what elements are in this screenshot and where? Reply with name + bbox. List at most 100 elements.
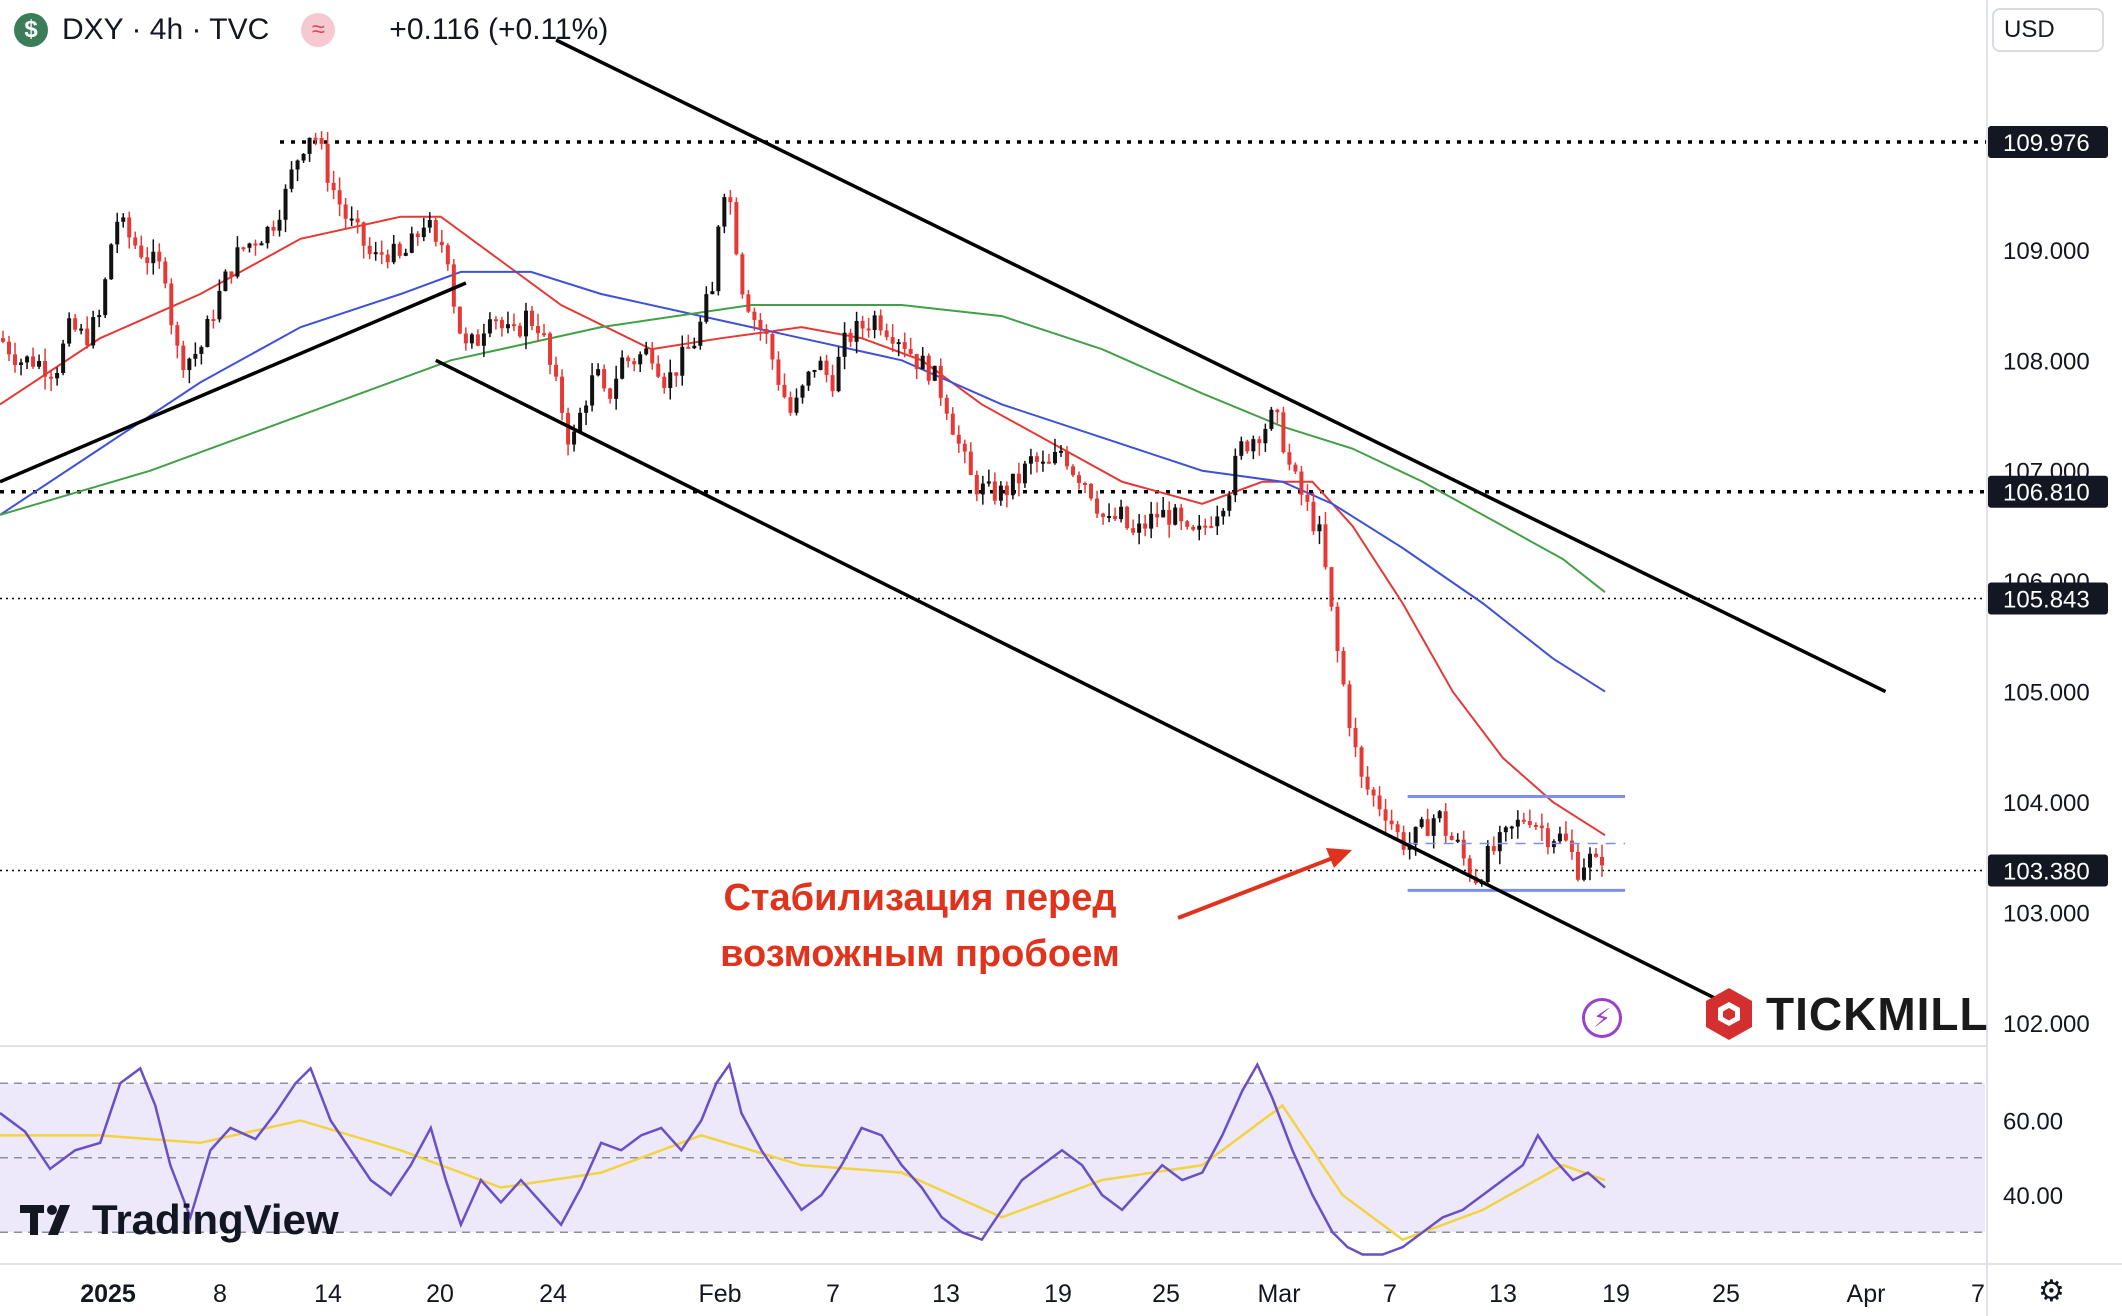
annotation-arrowhead [1326,848,1352,868]
candle-body [1503,827,1508,833]
candle-body [824,360,829,376]
time-tick-label: 2025 [80,1280,136,1308]
candle-body [1437,811,1442,819]
candle-body [728,197,733,203]
candle-body [163,261,168,284]
candle-body [403,252,408,256]
candle-body [229,271,234,277]
candle-body [1539,825,1544,829]
candle-body [451,264,456,307]
wave-indicator-icon[interactable]: ≈ [301,13,336,47]
candle-body [355,218,360,223]
time-tick-label: 13 [932,1280,960,1308]
candle-body [908,348,913,354]
settings-gear-icon[interactable]: ⚙ [2038,1275,2065,1308]
candle-body [830,375,835,392]
candle-body [1083,483,1088,486]
candle-body [301,153,306,161]
candlesticks [1,131,1604,887]
candle-body [968,451,973,475]
candle-body [1215,516,1220,527]
price-tick-label: 104.000 [2003,790,2090,817]
lightning-icon[interactable]: ⚡ [1582,998,1622,1038]
candle-body [1341,650,1346,685]
candle-body [740,254,745,295]
dollar-icon[interactable]: $ [14,13,48,47]
candle-body [1287,452,1292,465]
candle-body [1509,826,1514,829]
candle-body [211,318,216,321]
candle-body [235,247,240,277]
rsi-tick-label: 40.00 [2003,1183,2063,1210]
chart-title[interactable]: DXY · 4h · TVC [62,13,270,46]
candle-body [331,182,336,191]
candle-body [1335,606,1340,651]
candle-body [1389,820,1394,825]
candle-body [1449,835,1454,840]
candle-body [1209,525,1214,528]
candle-body [97,315,102,318]
candle-body [602,369,607,389]
time-tick-label: Mar [1257,1280,1300,1308]
candle-body [1491,846,1496,852]
candle-body [73,318,78,330]
candle-body [944,397,949,414]
chart-header: $ DXY · 4h · TVC ≈ +0.116 (+0.11%) [14,8,608,52]
candle-body [1425,819,1430,836]
tradingview-logo-icon [20,1205,70,1235]
candle-body [283,188,288,220]
candle-body [1257,439,1262,444]
price-label-text: 106.810 [2003,480,2090,507]
candle-body [992,481,997,501]
candle-body [529,310,534,326]
price-tick-label: 102.000 [2003,1011,2090,1038]
candle-body [373,252,378,255]
candle-body [259,243,264,246]
candle-body [632,361,637,365]
candle-body [91,317,96,346]
candle-body [427,220,432,228]
candle-body [1401,832,1406,850]
candle-body [79,328,84,331]
candle-body [1179,507,1184,522]
candle-body [566,412,571,445]
candle-body [1131,528,1136,533]
candle-body [1239,441,1244,456]
candle-body [806,371,811,386]
candle-body [199,347,204,354]
candle-body [638,354,643,365]
candle-body [1269,409,1274,429]
candle-body [1569,840,1574,852]
candle-body [1233,455,1238,496]
candle-body [1281,412,1286,453]
candle-body [31,356,36,367]
candle-body [770,334,775,360]
candle-body [1575,851,1580,880]
candle-body [175,325,180,346]
candle-body [481,333,486,346]
candle-body [145,257,150,264]
candle-body [151,251,156,264]
time-tick-label: 14 [314,1280,342,1308]
currency-selector[interactable]: USD [1992,8,2104,52]
candle-body [1010,473,1015,496]
candle-body [1095,498,1100,514]
rsi-pane [0,1045,1987,1256]
candle-body [1413,826,1418,845]
candle-body [37,361,42,367]
trendline-1 [555,38,1887,694]
candle-body [265,226,270,244]
candle-body [253,243,258,246]
candle-body [1191,526,1196,530]
candle-body [1071,466,1076,476]
candle-body [1395,824,1400,833]
candle-body [1004,485,1009,496]
candle-body [1040,461,1045,464]
candle-body [758,319,763,329]
candle-body [842,332,847,357]
candle-body [409,233,414,253]
candle-body [271,226,276,231]
candle-body [205,318,210,348]
candle-body [1347,684,1352,728]
